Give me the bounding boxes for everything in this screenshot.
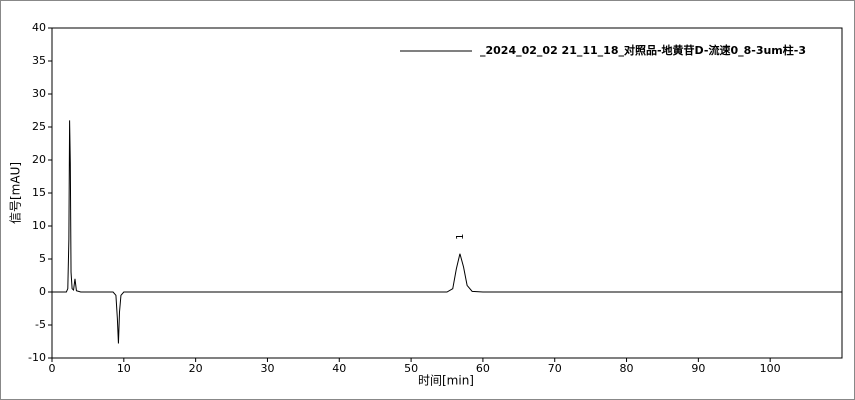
y-tick-label: 15 (32, 186, 46, 199)
x-tick-label: 40 (332, 362, 346, 375)
x-tick-label: 50 (404, 362, 418, 375)
x-tick-label: 80 (620, 362, 634, 375)
y-tick-label: -10 (28, 351, 46, 364)
y-tick-label: 5 (39, 252, 46, 265)
y-tick-label: 0 (39, 285, 46, 298)
y-tick-label: 20 (32, 153, 46, 166)
y-tick-label: 40 (32, 21, 46, 34)
series-line (52, 120, 842, 344)
x-tick-label: 10 (117, 362, 131, 375)
x-tick-label: 20 (189, 362, 203, 375)
x-tick-label: 30 (260, 362, 274, 375)
y-tick-label: -5 (35, 318, 46, 331)
plot-area (51, 27, 843, 359)
y-tick-label: 35 (32, 54, 46, 67)
x-tick-label: 60 (476, 362, 490, 375)
y-axis-label: 信号[mAU] (9, 162, 23, 224)
y-tick-label: 30 (32, 87, 46, 100)
peak-label: 1 (455, 234, 466, 240)
x-tick-label: 0 (49, 362, 56, 375)
legend-label: _2024_02_02 21_11_18_对照品-地黄苷D-流速0_8-3um柱… (480, 43, 806, 57)
y-tick-label: 25 (32, 120, 46, 133)
y-tick-label: 10 (32, 219, 46, 232)
x-tick-label: 100 (760, 362, 781, 375)
x-axis-label: 时间[min] (418, 374, 474, 388)
x-tick-label: 90 (691, 362, 705, 375)
x-tick-label: 70 (548, 362, 562, 375)
